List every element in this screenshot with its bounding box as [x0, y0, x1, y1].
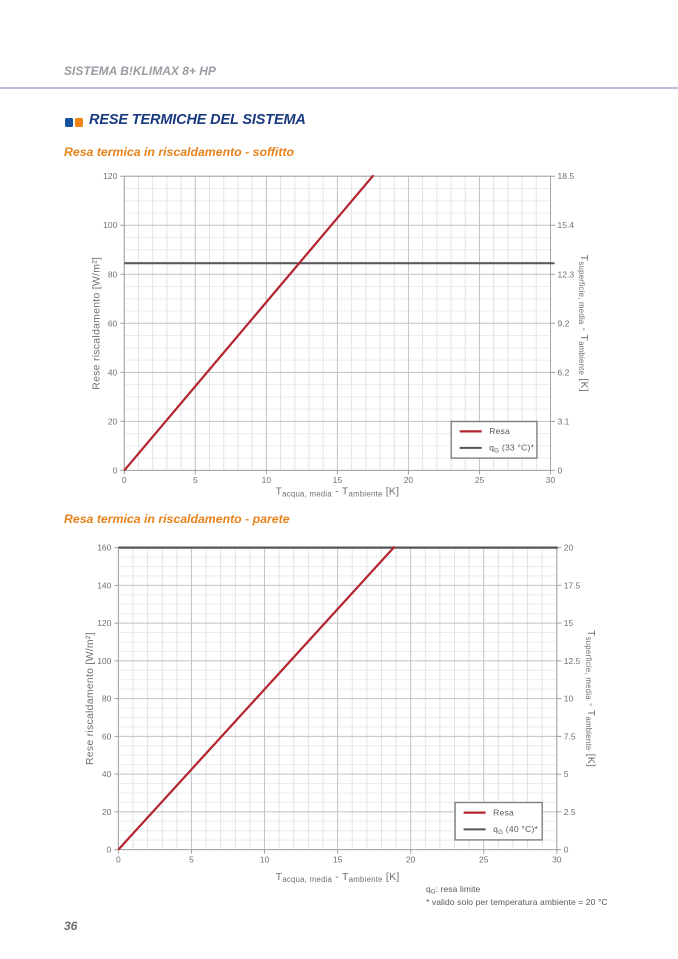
svg-text:30: 30	[546, 475, 556, 485]
svg-text:60: 60	[102, 731, 112, 741]
svg-text:15: 15	[333, 475, 343, 485]
svg-text:120: 120	[97, 618, 111, 628]
svg-text:Tacqua, media - Tambiente [K]: Tacqua, media - Tambiente [K]	[275, 486, 399, 499]
svg-text:0: 0	[113, 465, 118, 475]
svg-text:40: 40	[108, 367, 118, 377]
svg-text:Tacqua, media - Tambiente [K]: Tacqua, media - Tambiente [K]	[276, 871, 400, 884]
svg-text:12.3: 12.3	[558, 269, 575, 279]
svg-text:Tsuperficie, media - Tambiente: Tsuperficie, media - Tambiente [K]	[577, 255, 590, 392]
svg-text:40: 40	[102, 769, 112, 779]
svg-text:Resa: Resa	[493, 807, 514, 817]
svg-text:Tsuperficie, media - Tambiente: Tsuperficie, media - Tambiente [K]	[584, 630, 597, 767]
svg-text:0: 0	[107, 845, 112, 855]
svg-text:2.5: 2.5	[564, 807, 576, 817]
svg-text:80: 80	[102, 694, 112, 704]
svg-text:20: 20	[564, 543, 574, 553]
svg-text:Rese riscaldamento [W/m²]: Rese riscaldamento [W/m²]	[91, 257, 103, 390]
svg-text:15: 15	[333, 854, 343, 864]
svg-text:0: 0	[558, 465, 563, 475]
svg-text:20: 20	[406, 854, 416, 864]
svg-text:Resa: Resa	[489, 426, 510, 436]
svg-text:120: 120	[103, 171, 117, 181]
svg-text:18.5: 18.5	[558, 171, 575, 181]
svg-text:100: 100	[103, 220, 117, 230]
svg-text:qG (40 °C)*: qG (40 °C)*	[493, 824, 538, 836]
svg-text:80: 80	[108, 269, 118, 279]
svg-text:9.2: 9.2	[558, 318, 570, 328]
svg-text:20: 20	[108, 416, 118, 426]
svg-text:10: 10	[260, 854, 270, 864]
svg-text:7.5: 7.5	[564, 731, 576, 741]
svg-text:60: 60	[108, 318, 118, 328]
svg-text:12.5: 12.5	[564, 656, 581, 666]
svg-text:5: 5	[564, 769, 569, 779]
svg-text:5: 5	[189, 854, 194, 864]
svg-text:100: 100	[97, 656, 111, 666]
svg-text:10: 10	[564, 694, 574, 704]
svg-text:20: 20	[102, 807, 112, 817]
svg-text:0: 0	[564, 845, 569, 855]
svg-text:5: 5	[193, 475, 198, 485]
svg-text:15: 15	[564, 618, 574, 628]
svg-text:0: 0	[122, 475, 127, 485]
svg-text:25: 25	[475, 475, 485, 485]
svg-text:0: 0	[116, 854, 121, 864]
svg-text:160: 160	[97, 543, 111, 553]
svg-text:Rese riscaldamento [W/m²]: Rese riscaldamento [W/m²]	[84, 632, 96, 765]
svg-text:140: 140	[97, 580, 111, 590]
svg-text:17.5: 17.5	[564, 580, 581, 590]
svg-text:20: 20	[404, 475, 414, 485]
svg-text:25: 25	[479, 854, 489, 864]
svg-text:qG (33 °C)*: qG (33 °C)*	[489, 443, 534, 455]
svg-text:6.2: 6.2	[558, 367, 570, 377]
svg-text:10: 10	[262, 475, 272, 485]
svg-text:30: 30	[552, 854, 562, 864]
svg-text:3.1: 3.1	[558, 416, 570, 426]
svg-text:15.4: 15.4	[558, 220, 575, 230]
